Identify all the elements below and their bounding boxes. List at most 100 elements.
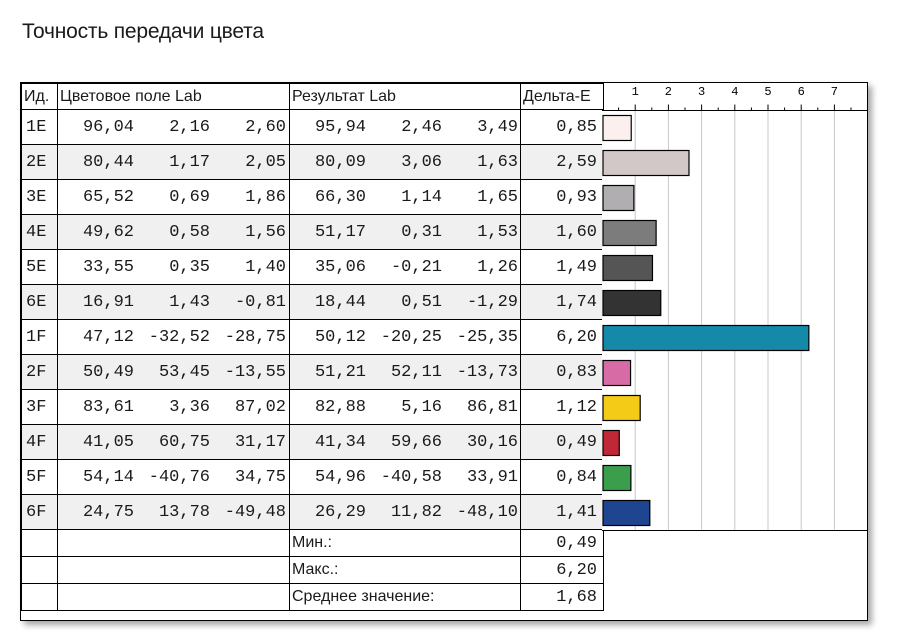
row-id: 6F <box>21 494 58 530</box>
result-lab-value: 30,16 <box>466 432 518 452</box>
delta-e-value: 6,20 <box>520 319 604 355</box>
result-lab-cell: 54,96 -40,58 33,91 <box>289 459 521 495</box>
summary-label: Среднее значение: <box>289 583 521 611</box>
bar-3f <box>602 394 641 422</box>
summary-value: 0,49 <box>520 529 604 557</box>
bar-6f <box>602 499 651 527</box>
header-id: Ид. <box>21 83 58 110</box>
row-id: 6E <box>21 284 58 320</box>
table-row: 3E 65,52 0,69 1,86 66,30 1,14 1,65 0,93 <box>21 179 604 215</box>
result-lab-value: 11,82 <box>390 502 442 522</box>
target-lab-value: 54,14 <box>82 467 134 487</box>
delta-e-value: 1,12 <box>520 389 604 425</box>
result-lab-cell: 51,21 52,11 -13,73 <box>289 354 521 390</box>
row-id: 2F <box>21 354 58 390</box>
target-lab-cell: 24,75 13,78 -49,48 <box>57 494 290 530</box>
tick-label: 4 <box>731 85 738 99</box>
target-lab-value: 87,02 <box>234 397 286 417</box>
delta-e-value: 0,93 <box>520 179 604 215</box>
target-lab-value: -40,76 <box>148 467 210 487</box>
bar-2f <box>602 359 632 387</box>
result-lab-cell: 82,88 5,16 86,81 <box>289 389 521 425</box>
result-lab-value: 3,06 <box>401 152 442 172</box>
result-lab-value: -0,21 <box>390 257 442 277</box>
result-lab-cell: 41,34 59,66 30,16 <box>289 424 521 460</box>
result-lab-value: 59,66 <box>390 432 442 452</box>
table-row: 3F 83,61 3,36 87,02 82,88 5,16 86,81 1,12 <box>21 389 604 425</box>
delta-e-value: 0,85 <box>520 109 604 145</box>
table-row: 4F 41,05 60,75 31,17 41,34 59,66 30,16 0,49 <box>21 424 604 460</box>
target-lab-value: 33,55 <box>82 257 134 277</box>
target-lab-cell: 83,61 3,36 87,02 <box>57 389 290 425</box>
result-lab-cell: 35,06 -0,21 1,26 <box>289 249 521 285</box>
result-lab-value: 0,31 <box>401 222 442 242</box>
row-id: 4F <box>21 424 58 460</box>
target-lab-value: 41,05 <box>82 432 134 452</box>
target-lab-cell: 50,49 53,45 -13,55 <box>57 354 290 390</box>
target-lab-value: 16,91 <box>82 292 134 312</box>
result-lab-value: -13,73 <box>456 362 518 382</box>
target-lab-value: -49,48 <box>224 502 286 522</box>
tick-label: 3 <box>698 85 705 99</box>
summary-value: 6,20 <box>520 556 604 584</box>
target-lab-value: 31,17 <box>234 432 286 452</box>
target-lab-value: 49,62 <box>82 222 134 242</box>
summary-label: Мин.: <box>289 529 521 557</box>
data-table: Ид. Цветовое поле Lab Результат Lab Дель… <box>21 83 604 611</box>
target-lab-value: 53,45 <box>158 362 210 382</box>
result-lab-value: 66,30 <box>314 187 366 207</box>
result-lab-value: -1,29 <box>466 292 518 312</box>
target-lab-cell: 65,52 0,69 1,86 <box>57 179 290 215</box>
result-lab-value: 41,34 <box>314 432 366 452</box>
target-lab-value: 1,43 <box>169 292 210 312</box>
result-lab-cell: 80,09 3,06 1,63 <box>289 144 521 180</box>
table-row: 6F 24,75 13,78 -49,48 26,29 11,82 -48,10 1,41 <box>21 494 604 530</box>
table-row: 5E 33,55 0,35 1,40 35,06 -0,21 1,26 1,49 <box>21 249 604 285</box>
result-lab-value: -48,10 <box>456 502 518 522</box>
target-lab-value: 1,17 <box>169 152 210 172</box>
result-lab-value: 86,81 <box>466 397 518 417</box>
target-lab-value: -0,81 <box>234 292 286 312</box>
bar-4f <box>602 429 620 457</box>
target-lab-value: 50,49 <box>82 362 134 382</box>
result-lab-value: 35,06 <box>314 257 366 277</box>
result-lab-value: 82,88 <box>314 397 366 417</box>
table-row: 4E 49,62 0,58 1,56 51,17 0,31 1,53 1,60 <box>21 214 604 250</box>
target-lab-value: 2,05 <box>245 152 286 172</box>
result-lab-value: 0,51 <box>401 292 442 312</box>
summary-row: Мин.: 0,49 <box>21 529 604 557</box>
delta-e-value: 1,60 <box>520 214 604 250</box>
target-lab-value: 24,75 <box>82 502 134 522</box>
result-lab-cell: 26,29 11,82 -48,10 <box>289 494 521 530</box>
delta-e-value: 2,59 <box>520 144 604 180</box>
result-lab-value: -25,35 <box>456 327 518 347</box>
page-title: Точность передачи цвета <box>22 20 264 43</box>
header-target-lab: Цветовое поле Lab <box>57 83 290 110</box>
tick-label: 5 <box>764 85 771 99</box>
tick-label: 2 <box>665 85 672 99</box>
target-lab-cell: 49,62 0,58 1,56 <box>57 214 290 250</box>
target-lab-value: 65,52 <box>82 187 134 207</box>
row-id: 5E <box>21 249 58 285</box>
result-lab-value: 54,96 <box>314 467 366 487</box>
table-row: 6E 16,91 1,43 -0,81 18,44 0,51 -1,29 1,74 <box>21 284 604 320</box>
summary-label: Макс.: <box>289 556 521 584</box>
row-id: 5F <box>21 459 58 495</box>
target-lab-value: 80,44 <box>82 152 134 172</box>
delta-e-value: 0,49 <box>520 424 604 460</box>
summary-value: 1,68 <box>520 583 604 611</box>
result-lab-value: 1,26 <box>477 257 518 277</box>
delta-e-value: 0,84 <box>520 459 604 495</box>
target-lab-value: 3,36 <box>169 397 210 417</box>
result-lab-cell: 66,30 1,14 1,65 <box>289 179 521 215</box>
delta-e-bar-chart: 1 2 3 4 5 6 7 <box>602 85 867 531</box>
result-lab-value: 1,63 <box>477 152 518 172</box>
result-lab-value: 18,44 <box>314 292 366 312</box>
target-lab-value: 13,78 <box>158 502 210 522</box>
target-lab-value: 1,86 <box>245 187 286 207</box>
bar-5f <box>602 464 632 492</box>
target-lab-cell: 33,55 0,35 1,40 <box>57 249 290 285</box>
delta-e-value: 0,83 <box>520 354 604 390</box>
result-lab-value: -20,25 <box>380 327 442 347</box>
result-lab-value: 80,09 <box>314 152 366 172</box>
